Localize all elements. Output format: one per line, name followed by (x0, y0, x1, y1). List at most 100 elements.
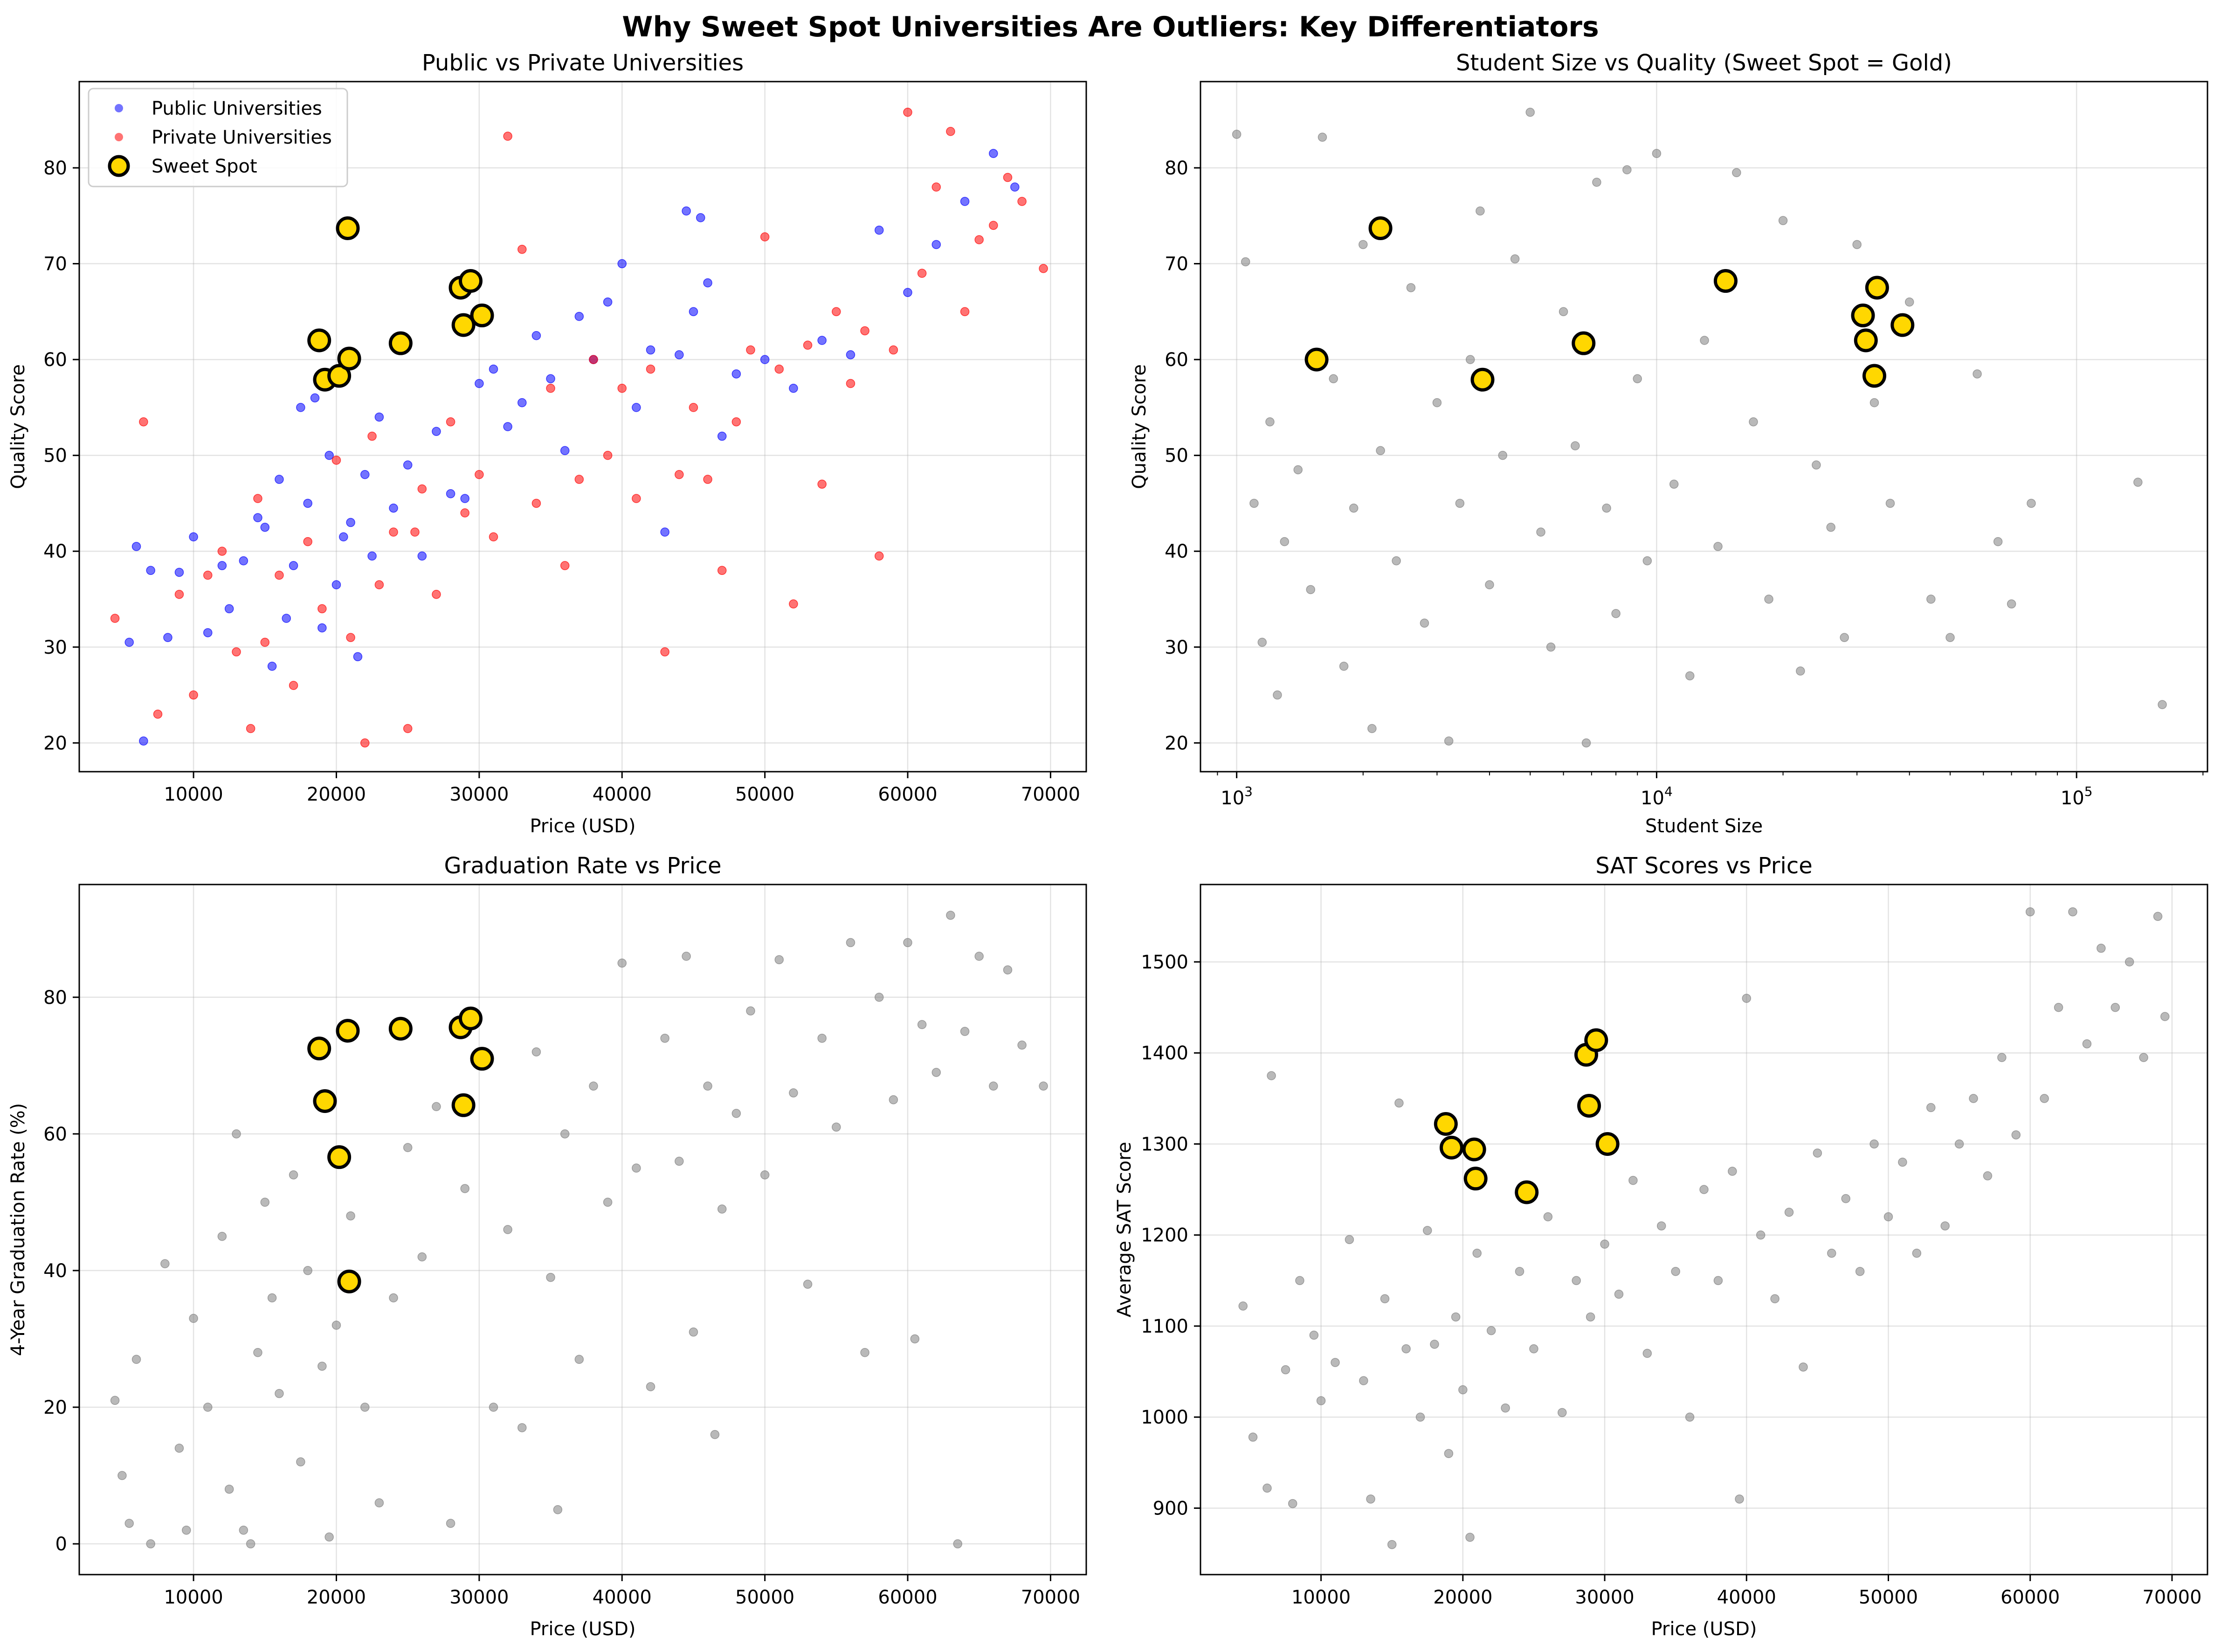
public-point (239, 556, 248, 566)
y-tick-label: 40 (43, 1260, 67, 1282)
university-point (1232, 130, 1242, 139)
university-point (1628, 1175, 1638, 1185)
x-tick-label: 40000 (593, 784, 652, 805)
sweet-spot-point (1463, 1167, 1488, 1191)
y-axis-label: Quality Score (1129, 364, 1150, 489)
public-point (296, 403, 305, 412)
university-point (1571, 441, 1580, 450)
x-tick-label: 30000 (1575, 1587, 1634, 1608)
private-point (689, 403, 698, 412)
sweet-spot-point (388, 331, 413, 355)
private-point (760, 232, 770, 242)
y-tick-label: 70 (1165, 254, 1188, 275)
university-point (717, 1204, 727, 1214)
private-point (260, 637, 270, 647)
legend-label: Sweet Spot (152, 156, 257, 177)
y-tick-label: 70 (43, 254, 67, 275)
public-point (689, 307, 698, 317)
y-tick-label: 60 (43, 349, 67, 371)
university-point (910, 1334, 920, 1344)
university-point (989, 1081, 998, 1091)
public-point (617, 259, 627, 269)
university-point (1699, 1185, 1709, 1194)
university-point (710, 1430, 720, 1439)
plot-frame (78, 81, 1087, 773)
university-point (1267, 1071, 1276, 1080)
university-point (110, 1396, 120, 1405)
university-point (789, 1088, 798, 1098)
private-point (174, 589, 184, 599)
university-point (1940, 1221, 1950, 1230)
public-point (696, 213, 705, 222)
private-point (275, 570, 284, 580)
x-tick-label: 20000 (307, 1587, 366, 1608)
university-point (389, 1293, 398, 1303)
y-tick-label: 20 (43, 733, 67, 754)
university-point (2124, 957, 2134, 967)
sweet-spot-point (470, 304, 494, 328)
sweet-spot-point (337, 1269, 361, 1293)
university-point (1622, 165, 1632, 174)
private-point (317, 604, 327, 614)
university-point (267, 1293, 277, 1303)
university-point (2158, 700, 2167, 709)
public-point (131, 542, 141, 551)
private-point (517, 244, 527, 254)
university-point (675, 1156, 684, 1166)
public-point (353, 652, 363, 662)
university-point (1656, 1221, 1666, 1230)
university-point (1485, 580, 1494, 589)
private-point (489, 532, 498, 542)
university-point (1444, 736, 1454, 746)
university-point (1420, 618, 1429, 628)
private-point (717, 566, 727, 575)
university-point (1732, 168, 1741, 178)
public-point (874, 225, 884, 235)
university-point (1945, 633, 1955, 642)
university-point (2139, 1053, 2148, 1062)
university-point (603, 1197, 613, 1207)
university-point (1280, 537, 1290, 546)
public-point (846, 350, 855, 359)
university-point (232, 1129, 241, 1139)
university-point (1406, 283, 1416, 292)
private-point (889, 345, 898, 355)
university-point (1852, 240, 1862, 249)
university-point (1652, 149, 1662, 158)
university-point (1273, 690, 1282, 700)
private-point (874, 551, 884, 561)
private-point (153, 709, 163, 719)
university-point (646, 1382, 655, 1391)
university-point (160, 1259, 170, 1269)
x-tick-label: 60000 (878, 784, 937, 805)
university-point (817, 1033, 827, 1043)
public-point (253, 513, 262, 523)
private-point (974, 235, 984, 244)
public-point (289, 561, 298, 570)
university-point (632, 1163, 641, 1173)
private-point (1017, 197, 1027, 206)
university-point (1926, 1103, 1936, 1113)
university-point (1973, 369, 1982, 379)
university-point (1728, 1167, 1737, 1176)
private-point (774, 364, 784, 374)
university-point (689, 1327, 698, 1337)
x-tick-label: 60000 (878, 1587, 937, 1608)
private-point (503, 131, 512, 141)
private-point (246, 724, 255, 733)
university-point (1359, 1376, 1368, 1385)
university-point (2054, 1002, 2063, 1012)
university-point (874, 993, 884, 1002)
sweet-spot-point (1862, 364, 1886, 388)
private-point (574, 475, 584, 484)
chart-panel-3: 10000 20000 30000 40000 50000 60000 70000 0 20 40… (7, 853, 1087, 1640)
public-point (367, 551, 377, 561)
public-point (682, 206, 691, 216)
university-point (432, 1102, 441, 1111)
university-point (117, 1471, 127, 1480)
university-point (2007, 599, 2016, 609)
x-axis-label: Price (USD) (530, 816, 636, 837)
private-point (1039, 264, 1048, 273)
x-axis-label: Student Size (1645, 816, 1763, 837)
x-tick-label: 50000 (735, 1587, 794, 1608)
